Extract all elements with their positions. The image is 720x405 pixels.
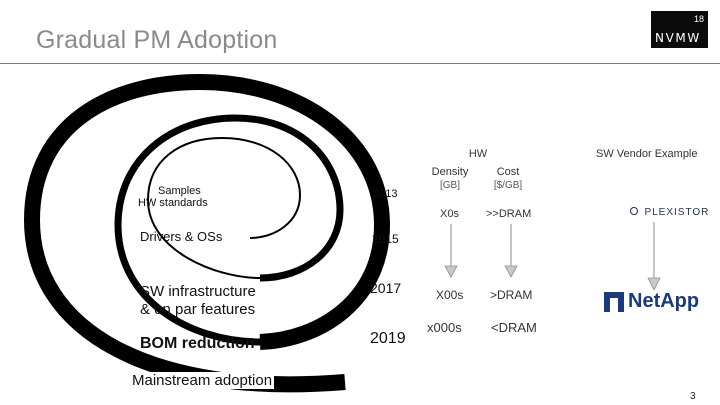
hw-header: HW	[468, 148, 488, 160]
cost-2017: >DRAM	[490, 288, 533, 302]
stage-samples: Samples	[158, 185, 201, 197]
stage-on-par-features: & on par features	[140, 301, 256, 318]
plexistor-wordmark: PLEXISTOR	[644, 207, 710, 218]
stage-bom-reduction: BOM reduction	[140, 335, 255, 352]
spiral-outer-arc	[23, 73, 391, 393]
density-2013: X0s	[440, 208, 459, 220]
sw-vendor-header: SW Vendor Example	[596, 148, 698, 160]
netapp-logo: NetApp	[604, 290, 699, 313]
cost-2013: >>DRAM	[486, 208, 532, 220]
cost-label: Cost	[496, 166, 520, 178]
spiral-middle-arc	[114, 114, 344, 346]
density-label: Density	[431, 166, 469, 178]
slide-title: Gradual PM Adoption	[36, 26, 278, 54]
cost-2019: <DRAM	[491, 320, 537, 335]
logo-word: NVMW	[655, 31, 701, 45]
plexistor-mark-icon	[630, 206, 638, 215]
stage-sw-infrastructure: SW infrastructure	[140, 283, 256, 300]
hw-arrows	[444, 224, 518, 278]
page-number: 3	[690, 391, 696, 402]
density-2019: x000s	[427, 320, 462, 335]
nvmw-logo: 18 NVMW	[651, 11, 708, 48]
year-2013: 2013	[373, 188, 398, 200]
stage-hw-standards: HW standards	[138, 197, 208, 209]
year-2015: 2015	[372, 232, 399, 246]
cost-unit: [$/GB]	[493, 180, 523, 191]
density-unit: [GB]	[439, 180, 460, 191]
vendor-arrow	[647, 222, 661, 291]
netapp-wordmark: NetApp	[628, 290, 700, 312]
logo-number: 18	[693, 14, 704, 24]
plexistor-logo: PLEXISTOR	[630, 202, 709, 220]
vendor-arrow-head	[647, 277, 661, 291]
netapp-mark-icon	[604, 291, 624, 312]
title-divider	[0, 63, 720, 64]
year-2019: 2019	[370, 330, 406, 347]
density-arrow-head	[444, 265, 458, 278]
density-2017: X00s	[436, 288, 464, 302]
spiral-inner-arc	[146, 136, 302, 279]
stage-mainstream-adoption: Mainstream adoption	[130, 372, 275, 389]
stage-drivers-oss: Drivers & OSs	[140, 229, 223, 244]
year-2017: 2017	[370, 280, 402, 296]
cost-arrow-head	[504, 265, 518, 278]
